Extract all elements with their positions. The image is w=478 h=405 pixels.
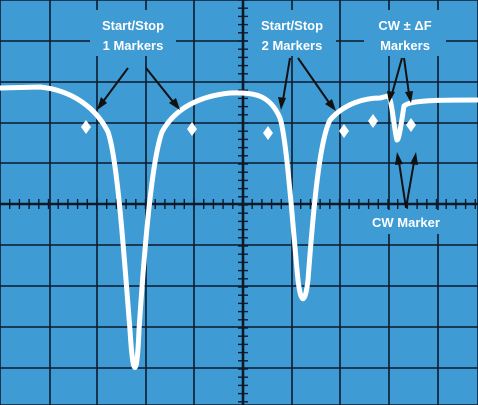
start-marker-2 <box>263 126 273 140</box>
arrowhead-cw-2 <box>410 152 418 165</box>
label-bg-2 <box>248 10 336 56</box>
cw-df-label-line1: CW ± ΔF <box>378 18 431 33</box>
arrow-stop-1 <box>145 67 175 104</box>
stop-marker-2 <box>339 124 349 138</box>
arrow-start-2 <box>282 57 291 101</box>
arrow-cw <box>398 161 407 209</box>
start-stop-2-label-line2: 2 Markers <box>262 38 323 53</box>
arrow-start-1 <box>101 67 129 104</box>
annotation-arrows <box>97 57 418 209</box>
arrow-cw-2 <box>405 161 415 209</box>
start-stop-1-label-line2: 1 Markers <box>103 38 164 53</box>
arrowhead-start-1 <box>97 97 107 110</box>
arrow-cw-minus <box>391 57 403 95</box>
stop-marker-1 <box>187 122 197 136</box>
frequency-response-trace <box>0 84 478 370</box>
arrowhead-stop-2 <box>325 99 336 111</box>
label-bg-1 <box>90 10 176 56</box>
cw-minus-df-marker <box>368 114 378 128</box>
cw-marker-label: CW Marker <box>372 215 440 230</box>
cw-plus-df-marker <box>406 118 416 132</box>
arrowhead-cw-minus <box>387 91 395 103</box>
arrow-stop-2 <box>297 57 331 105</box>
start-stop-2-label-line1: Start/Stop <box>261 18 323 33</box>
arrowhead-cw-plus <box>405 91 413 103</box>
annotation-labels: Start/Stop 1 Markers Start/Stop 2 Marker… <box>90 10 452 234</box>
start-marker-1 <box>81 120 91 134</box>
start-stop-1-label-line1: Start/Stop <box>102 18 164 33</box>
cw-df-label-line2: Markers <box>380 38 430 53</box>
arrowhead-stop-1 <box>169 98 180 110</box>
arrow-cw-plus <box>403 57 410 95</box>
arrowhead-cw <box>395 152 403 165</box>
label-bg-3 <box>364 10 446 56</box>
marker-dots <box>81 114 416 140</box>
label-bg-4 <box>360 210 452 234</box>
arrowhead-start-2 <box>278 97 286 110</box>
